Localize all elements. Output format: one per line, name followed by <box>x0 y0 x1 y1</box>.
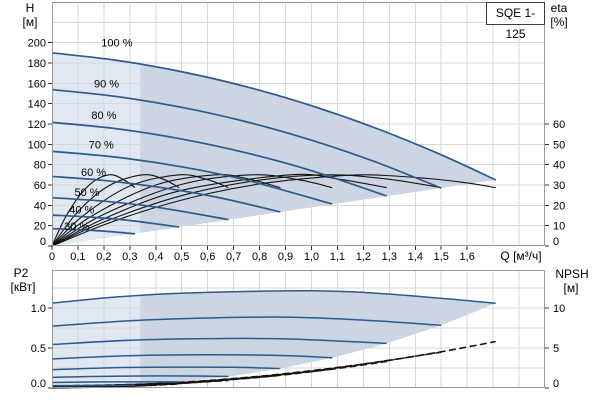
p2-curve-80% <box>51 337 387 346</box>
x-tick-label: 0,9 <box>278 251 293 263</box>
x-tick-label: 1,1 <box>330 251 345 263</box>
x-tick-label: 0 <box>49 251 55 263</box>
x-tick-label: 1,0 <box>304 251 319 263</box>
x-tick-label: 1,5 <box>434 251 449 263</box>
x-tick-label: 0,1 <box>70 251 85 263</box>
eta-curve-eta40% <box>51 174 180 247</box>
right-tick-label: 60 <box>553 119 565 131</box>
p2-curve-40% <box>51 381 180 384</box>
qh-curve-50% <box>51 196 229 221</box>
x-tick-label: 0,4 <box>148 251 163 263</box>
recommended-operating-band <box>140 64 496 233</box>
plot-frame <box>52 270 545 388</box>
qh-eta-chart: 0 20 40 60 80 100 120 140 160 180 200 0 10 20 30 40 50 60… <box>28 2 566 263</box>
speed-label: 70 % <box>89 139 114 151</box>
left-tick-label: 0 <box>40 236 46 248</box>
right-tick-label: 10 <box>553 303 565 315</box>
x-tick-label: 0,7 <box>226 251 241 263</box>
tick-labels: 0.0 0.5 1.0 0 5 10 <box>31 303 566 390</box>
eta-curve-eta60% <box>51 174 281 247</box>
x-tick-label: 1,4 <box>408 251 423 263</box>
tick-marks <box>48 307 549 389</box>
right-tick-label: 0 <box>553 236 559 248</box>
left-tick-label: 100 <box>28 139 46 151</box>
qh-curve-60% <box>51 175 281 213</box>
x-tick-label: 1,3 <box>382 251 397 263</box>
tick-marks <box>48 42 549 250</box>
pump-model-label: SQE 1-125 <box>486 2 545 41</box>
x-tick-label: 0,5 <box>174 251 189 263</box>
npsh-axis-title: NPSH <box>555 267 588 281</box>
left-tick-label: 0.0 <box>31 378 46 390</box>
p2-curve-90% <box>51 316 442 327</box>
x-tick-label: 1,2 <box>356 251 371 263</box>
left-tick-label: 120 <box>28 119 46 131</box>
h-axis-title: H <box>26 1 35 15</box>
qh-curve-90% <box>51 88 442 189</box>
eta-curve-eta50% <box>51 174 229 247</box>
eta-curve-eta90% <box>51 174 442 247</box>
right-tick-label: 30 <box>553 180 565 192</box>
x-tick-label: 0,8 <box>252 251 267 263</box>
qh-curve-70% <box>51 150 333 205</box>
left-tick-label: 180 <box>28 58 46 70</box>
npsh-curve-NPSH70% <box>51 368 333 388</box>
p2-curve-70% <box>51 354 333 360</box>
left-tick-label: 200 <box>28 38 46 50</box>
x-tick-label: 1,6 <box>460 251 475 263</box>
right-tick-label: 40 <box>553 160 565 172</box>
right-tick-label: 20 <box>553 200 565 212</box>
left-tick-label: 20 <box>34 221 46 233</box>
left-tick-label: 160 <box>28 78 46 90</box>
qh-curve-80% <box>51 121 387 197</box>
eta-curve-eta100% <box>51 174 496 247</box>
recommended-operating-band <box>140 290 496 385</box>
p2-curve-60% <box>51 366 281 371</box>
tick-labels: 0 20 40 60 80 100 120 140 160 180 200 0 10 20 30 40 50 60… <box>28 38 566 263</box>
speed-label: 50 % <box>74 187 99 199</box>
qh-curve-100% <box>51 51 497 181</box>
eta-axis-title: eta <box>551 1 568 15</box>
left-tick-label: 140 <box>28 99 46 111</box>
left-tick-label: 80 <box>34 160 46 172</box>
x-tick-label: 0,3 <box>122 251 137 263</box>
left-tick-label: 0.5 <box>31 343 46 355</box>
qh-curve-40% <box>51 214 180 228</box>
left-tick-label: 1.0 <box>31 303 46 315</box>
p2-axis-unit: [кВт] <box>10 280 35 294</box>
right-tick-label: 50 <box>553 139 565 151</box>
x-tick-label: 0,6 <box>200 251 215 263</box>
h-axis-unit: [м] <box>23 15 38 29</box>
right-tick-label: 0 <box>553 378 559 390</box>
speed-label: 30 % <box>64 221 89 233</box>
speed-label: 60 % <box>81 167 106 179</box>
p2-curve-100% <box>51 289 496 304</box>
speed-label: 80 % <box>91 110 116 122</box>
p2-axis-title: P2 <box>14 266 29 280</box>
speed-label: 40 % <box>69 204 94 216</box>
left-tick-label: 40 <box>34 200 46 212</box>
npsh-axis-unit: [м] <box>564 281 579 295</box>
eta-axis-unit: [%] <box>550 15 567 29</box>
p2-npsh-chart: 0.0 0.5 1.0 0 5 10 <box>31 270 566 390</box>
eta-curve-eta70% <box>51 174 333 247</box>
right-tick-label: 5 <box>553 343 559 355</box>
q-axis-title: Q [м³/ч] <box>500 249 541 263</box>
right-tick-label: 10 <box>553 221 565 233</box>
qh-curve-30% <box>51 227 136 235</box>
left-tick-label: 60 <box>34 180 46 192</box>
speed-label: 100 % <box>101 38 132 50</box>
plot-frame <box>52 2 545 246</box>
speed-label: 90 % <box>94 78 119 90</box>
x-tick-label: 0,2 <box>96 251 111 263</box>
p2-curve-50% <box>51 375 229 379</box>
